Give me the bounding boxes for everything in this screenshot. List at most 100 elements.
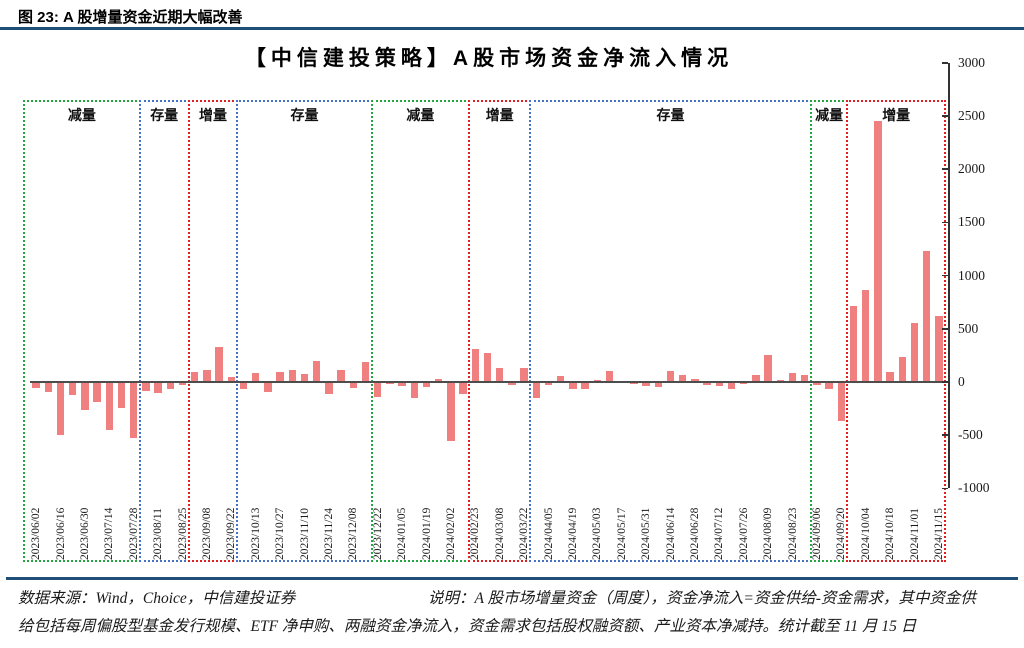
bar	[81, 382, 89, 411]
bar	[935, 316, 943, 382]
x-axis-label: 2024/11/01	[908, 508, 921, 560]
x-axis-label: 2023/10/13	[249, 507, 262, 560]
figure-caption: 图 23: A 股增量资金近期大幅改善	[18, 9, 243, 26]
x-axis-label: 2024/07/26	[737, 507, 750, 560]
y-axis-tick-label: 1000	[958, 267, 985, 283]
x-axis-label: 2024/08/23	[786, 507, 799, 560]
x-axis-label: 2024/06/14	[664, 507, 677, 560]
section-label: 存量	[290, 107, 319, 123]
section-box-存量: 存量	[138, 100, 190, 562]
bar	[276, 372, 284, 382]
x-axis-label: 2024/09/06	[810, 507, 823, 560]
x-axis-label: 2023/11/24	[322, 508, 335, 560]
bar	[349, 382, 357, 388]
bar	[740, 382, 748, 385]
bar	[166, 382, 174, 390]
x-axis-label: 2024/05/31	[640, 507, 653, 560]
bar	[203, 369, 211, 382]
bar	[898, 356, 906, 382]
bar	[666, 370, 675, 382]
bar	[142, 382, 150, 391]
bar	[215, 346, 223, 382]
y-axis-tick-label: 3000	[958, 54, 985, 70]
x-axis-label: 2024/06/28	[688, 507, 701, 560]
bar	[239, 382, 248, 389]
bar	[874, 121, 882, 382]
x-axis-label: 2023/08/25	[176, 507, 189, 560]
x-axis-label: 2023/09/08	[200, 507, 213, 560]
bar	[471, 349, 479, 382]
bar	[703, 382, 711, 386]
bar	[300, 374, 309, 382]
bar	[374, 382, 382, 397]
x-axis-label: 2024/04/05	[542, 507, 555, 560]
x-axis-label: 2023/08/11	[152, 508, 165, 560]
bar	[154, 382, 162, 394]
bar	[410, 382, 418, 399]
bar	[105, 382, 113, 431]
bar	[447, 382, 455, 442]
bar	[227, 377, 235, 382]
bar	[813, 382, 821, 386]
bar	[532, 382, 540, 399]
bar	[630, 382, 638, 384]
x-axis-label: 2023/11/10	[298, 508, 311, 560]
y-axis-tick	[942, 434, 948, 436]
bar	[849, 306, 858, 382]
section-label: 减量	[406, 107, 435, 123]
bar	[178, 382, 187, 386]
bar	[679, 374, 687, 382]
note-text-line1: 说明：A 股市场增量资金（周度），资金净流入=资金供给-资金需求，其中资金供	[428, 590, 976, 607]
y-axis-tick	[942, 381, 948, 383]
x-axis-label: 2024/01/19	[420, 507, 433, 560]
y-axis-tick-label: 500	[958, 320, 979, 336]
x-axis-label: 2024/07/12	[713, 507, 726, 560]
bar	[654, 382, 662, 387]
bar	[435, 379, 443, 382]
bar	[337, 369, 345, 382]
footnote: 数据来源：Wind，Choice，中信建投证券 说明：A 股市场增量资金（周度）…	[0, 584, 1024, 635]
x-axis-label: 2023/06/30	[78, 507, 91, 560]
y-axis-tick-label: 0	[958, 374, 965, 389]
y-axis-tick-label: -500	[958, 427, 983, 443]
x-axis-label: 2024/01/05	[396, 507, 409, 560]
x-axis-label: 2023/10/27	[274, 507, 287, 560]
x-axis-label: 2024/03/22	[518, 507, 531, 560]
bar	[288, 370, 296, 382]
bar	[764, 354, 772, 382]
bar	[544, 382, 553, 385]
bar	[130, 382, 138, 438]
section-label: 增量	[882, 107, 911, 123]
bar	[691, 379, 699, 382]
section-box-增量: 增量	[846, 100, 946, 562]
header-divider	[0, 27, 1024, 30]
bar	[56, 382, 65, 436]
y-axis-tick-label: 1500	[958, 214, 985, 230]
x-axis-label: 2023/07/14	[103, 507, 116, 560]
bar	[801, 374, 809, 382]
x-axis-label: 2023/07/28	[127, 507, 140, 560]
bar	[520, 367, 528, 382]
bar	[252, 372, 260, 382]
bar	[581, 382, 589, 390]
footer-divider	[6, 577, 1018, 580]
zero-line	[30, 381, 948, 383]
x-axis-label: 2023/09/22	[225, 507, 238, 560]
bar	[264, 382, 272, 393]
section-label: 存量	[150, 107, 179, 123]
x-axis-label: 2024/02/23	[469, 507, 482, 560]
bar	[191, 371, 199, 382]
bar	[862, 290, 870, 382]
bar	[496, 367, 504, 382]
x-axis-label: 2023/12/22	[371, 507, 384, 560]
section-box-减量: 减量	[23, 100, 141, 562]
bar	[361, 361, 370, 382]
bar	[93, 382, 101, 403]
y-axis-tick	[942, 274, 948, 277]
x-axis-label: 2024/10/18	[884, 507, 897, 560]
x-axis-label: 2024/05/17	[615, 507, 628, 560]
bar	[923, 251, 931, 382]
y-axis-tick	[942, 168, 948, 170]
